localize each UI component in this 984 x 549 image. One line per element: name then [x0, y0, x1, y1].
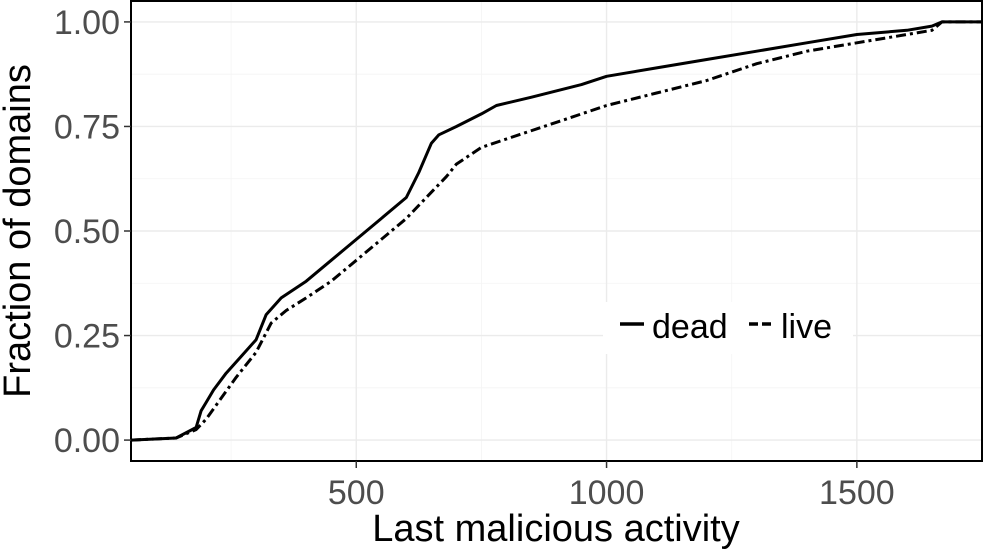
x-axis: 500 1000 1500 — [328, 461, 895, 512]
grid — [131, 1, 982, 461]
y-axis: 0.00 0.25 0.50 0.75 1.00 — [54, 4, 131, 460]
y-tick-label: 1.00 — [54, 4, 120, 42]
x-tick-label: 1000 — [569, 474, 645, 512]
x-axis-title: Last malicious activity — [372, 508, 739, 549]
y-tick-label: 0.25 — [54, 318, 120, 356]
x-tick-label: 1500 — [819, 474, 895, 512]
legend-background — [603, 302, 853, 354]
legend: dead live — [603, 302, 853, 354]
series-line-live — [130, 20, 982, 442]
y-axis-title: Fraction of domains — [0, 64, 39, 398]
series-layer — [130, 20, 982, 442]
series-line-dead — [130, 20, 982, 442]
y-tick-label: 0.00 — [54, 422, 120, 460]
y-tick-label: 0.50 — [54, 213, 120, 251]
legend-label-dead: dead — [652, 308, 728, 346]
legend-label-live: live — [781, 308, 832, 346]
x-tick-label: 500 — [328, 474, 385, 512]
y-tick-label: 0.75 — [54, 108, 120, 146]
